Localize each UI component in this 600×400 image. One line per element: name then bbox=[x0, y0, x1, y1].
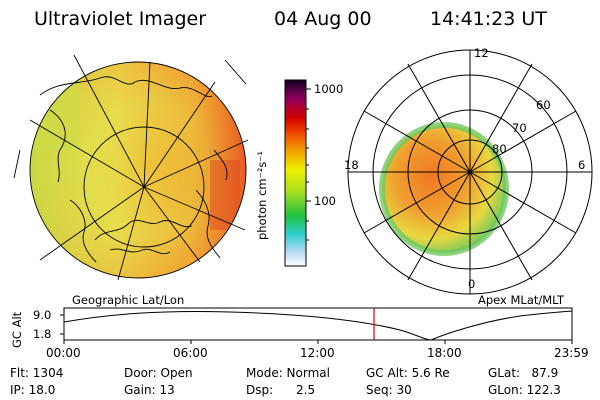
timeline-y-tick-top: 9.0 bbox=[33, 308, 52, 322]
timeline-x-tick: 00:00 bbox=[46, 346, 81, 360]
status-flight: Flt: 1304 bbox=[10, 366, 64, 380]
mlt-label-12: 12 bbox=[474, 46, 489, 60]
mlat-label-80: 80 bbox=[492, 142, 507, 156]
status-ip: IP: 18.0 bbox=[10, 383, 56, 397]
timeline-x-tick: 12:00 bbox=[300, 346, 335, 360]
status-mode: Mode: Normal bbox=[246, 366, 330, 380]
altitude-timeline bbox=[60, 307, 573, 344]
date-label: 04 Aug 00 bbox=[274, 8, 372, 30]
colorbar-tick-1000: 1000 bbox=[314, 82, 344, 96]
mlat-label-70: 70 bbox=[512, 121, 527, 135]
timeline-y-tick-bottom: 1.8 bbox=[33, 327, 52, 341]
time-label: 14:41:23 UT bbox=[430, 8, 547, 30]
status-gc-alt: GC Alt: 5.6 Re bbox=[366, 366, 450, 380]
mlat-label-60: 60 bbox=[536, 98, 551, 112]
mlt-label-0: 0 bbox=[468, 277, 476, 291]
instrument-title: Ultraviolet Imager bbox=[34, 8, 207, 30]
timeline-x-tick: 23:59 bbox=[554, 346, 589, 360]
status-glon: GLon: 122.3 bbox=[488, 383, 561, 397]
altitude-curve bbox=[63, 310, 573, 341]
magnetic-caption: Apex MLat/MLT bbox=[478, 293, 565, 307]
mlt-label-18: 18 bbox=[344, 158, 359, 172]
colorbar-tick-100: 100 bbox=[314, 194, 336, 208]
color-bar bbox=[284, 79, 311, 267]
mlt-label-6: 6 bbox=[578, 158, 586, 172]
timeline-x-tick: 18:00 bbox=[427, 346, 462, 360]
status-door: Door: Open bbox=[124, 366, 193, 380]
status-glat: GLat: 87.9 bbox=[488, 366, 559, 380]
geographic-map bbox=[13, 54, 249, 281]
status-seq: Seq: 30 bbox=[366, 383, 412, 397]
timeline-y-label: GC Alt bbox=[10, 311, 24, 348]
timeline-x-tick: 06:00 bbox=[173, 346, 208, 360]
geographic-caption: Geographic Lat/Lon bbox=[72, 293, 185, 307]
colorbar-unit-label: photon cm⁻²s⁻¹ bbox=[255, 151, 269, 240]
status-dsp: Dsp: 2.5 bbox=[246, 383, 316, 397]
status-gain: Gain: 13 bbox=[124, 383, 175, 397]
magnetic-polar-plot bbox=[347, 49, 593, 295]
